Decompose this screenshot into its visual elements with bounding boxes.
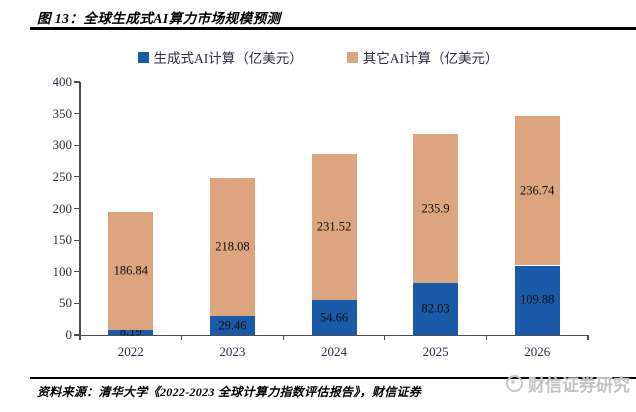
legend-item-other: 其它AI计算（亿美元） (346, 47, 499, 67)
bar-segment-other (311, 153, 357, 301)
bar-segment-generative (413, 283, 459, 335)
legend-item-generative: 生成式AI计算（亿美元） (137, 47, 303, 67)
chart-legend: 生成式AI计算（亿美元） 其它AI计算（亿美元） (0, 47, 636, 67)
bar-segment-other (514, 115, 560, 266)
source-divider (30, 377, 636, 379)
figure-title: 图 13：全球生成式AI算力市场规模预测 (37, 11, 281, 26)
y-axis-tick-label: 250 (52, 168, 73, 184)
source-note: 资料来源：清华大学《2022-2023 全球计算力指数评估报告》，财信证券 (37, 385, 422, 399)
bar-segment-other (108, 211, 154, 330)
legend-swatch-other-icon (346, 51, 358, 63)
bar-value-label: 236.74 (520, 183, 555, 198)
y-axis-tick-label: 300 (52, 137, 73, 153)
title-divider (30, 27, 636, 30)
x-axis-tick (384, 335, 386, 340)
y-axis-tick (74, 144, 80, 146)
y-axis-tick-label: 400 (52, 74, 73, 89)
bar-segment-generative (108, 329, 154, 335)
y-axis-tick (74, 239, 80, 241)
y-axis-tick (74, 271, 80, 273)
y-axis-tick-label: 0 (65, 327, 73, 342)
bar-value-label: 231.52 (316, 219, 352, 234)
bar-value-label: 29.46 (218, 318, 247, 333)
x-axis-category-label: 2026 (524, 344, 551, 359)
x-axis-category-label: 2022 (117, 344, 144, 359)
x-axis-tick (181, 335, 183, 340)
y-axis-tick-label: 350 (52, 105, 73, 121)
x-axis-line (79, 334, 588, 336)
bar-segment-other (413, 133, 459, 284)
legend-swatch-generative-icon (137, 51, 149, 63)
y-axis-tick (74, 81, 80, 83)
x-axis-category-label: 2025 (422, 344, 449, 359)
bar-segment-generative (514, 265, 560, 335)
bar-value-label: 109.88 (520, 292, 555, 307)
x-axis-tick (282, 335, 284, 340)
y-axis-tick (74, 334, 80, 336)
x-axis-category-label: 2023 (219, 344, 246, 359)
y-axis-tick-label: 150 (52, 232, 73, 248)
bar-value-label: 235.9 (421, 201, 450, 215)
x-axis-tick (587, 335, 589, 340)
bar-value-label: 186.84 (113, 263, 148, 278)
brand-watermark: 财信证券研究 (506, 371, 630, 396)
bar-value-label: 82.03 (421, 301, 450, 316)
legend-label-generative: 生成式AI计算（亿美元） (153, 51, 303, 66)
x-axis-category-label: 2024 (321, 344, 347, 359)
brand-watermark-text: 财信证券研究 (528, 376, 630, 395)
y-axis-tick (74, 176, 80, 178)
y-axis-tick (74, 207, 80, 210)
x-axis-tick (485, 335, 487, 340)
bar-value-label: 218.08 (215, 239, 250, 254)
bar-value-label: 54.66 (319, 310, 349, 325)
bar-segment-generative (311, 300, 357, 335)
y-axis-tick (74, 113, 80, 115)
y-axis-tick-label: 50 (59, 295, 72, 311)
brand-logo-icon (506, 375, 523, 392)
x-axis-tick (79, 335, 81, 340)
bar-segment-generative (209, 316, 255, 335)
bar-segment-other (209, 178, 255, 317)
legend-label-other: 其它AI计算（亿美元） (362, 51, 499, 66)
y-axis-tick-label: 100 (52, 263, 73, 279)
y-axis-tick (74, 302, 80, 304)
y-axis-tick-label: 200 (52, 200, 73, 216)
